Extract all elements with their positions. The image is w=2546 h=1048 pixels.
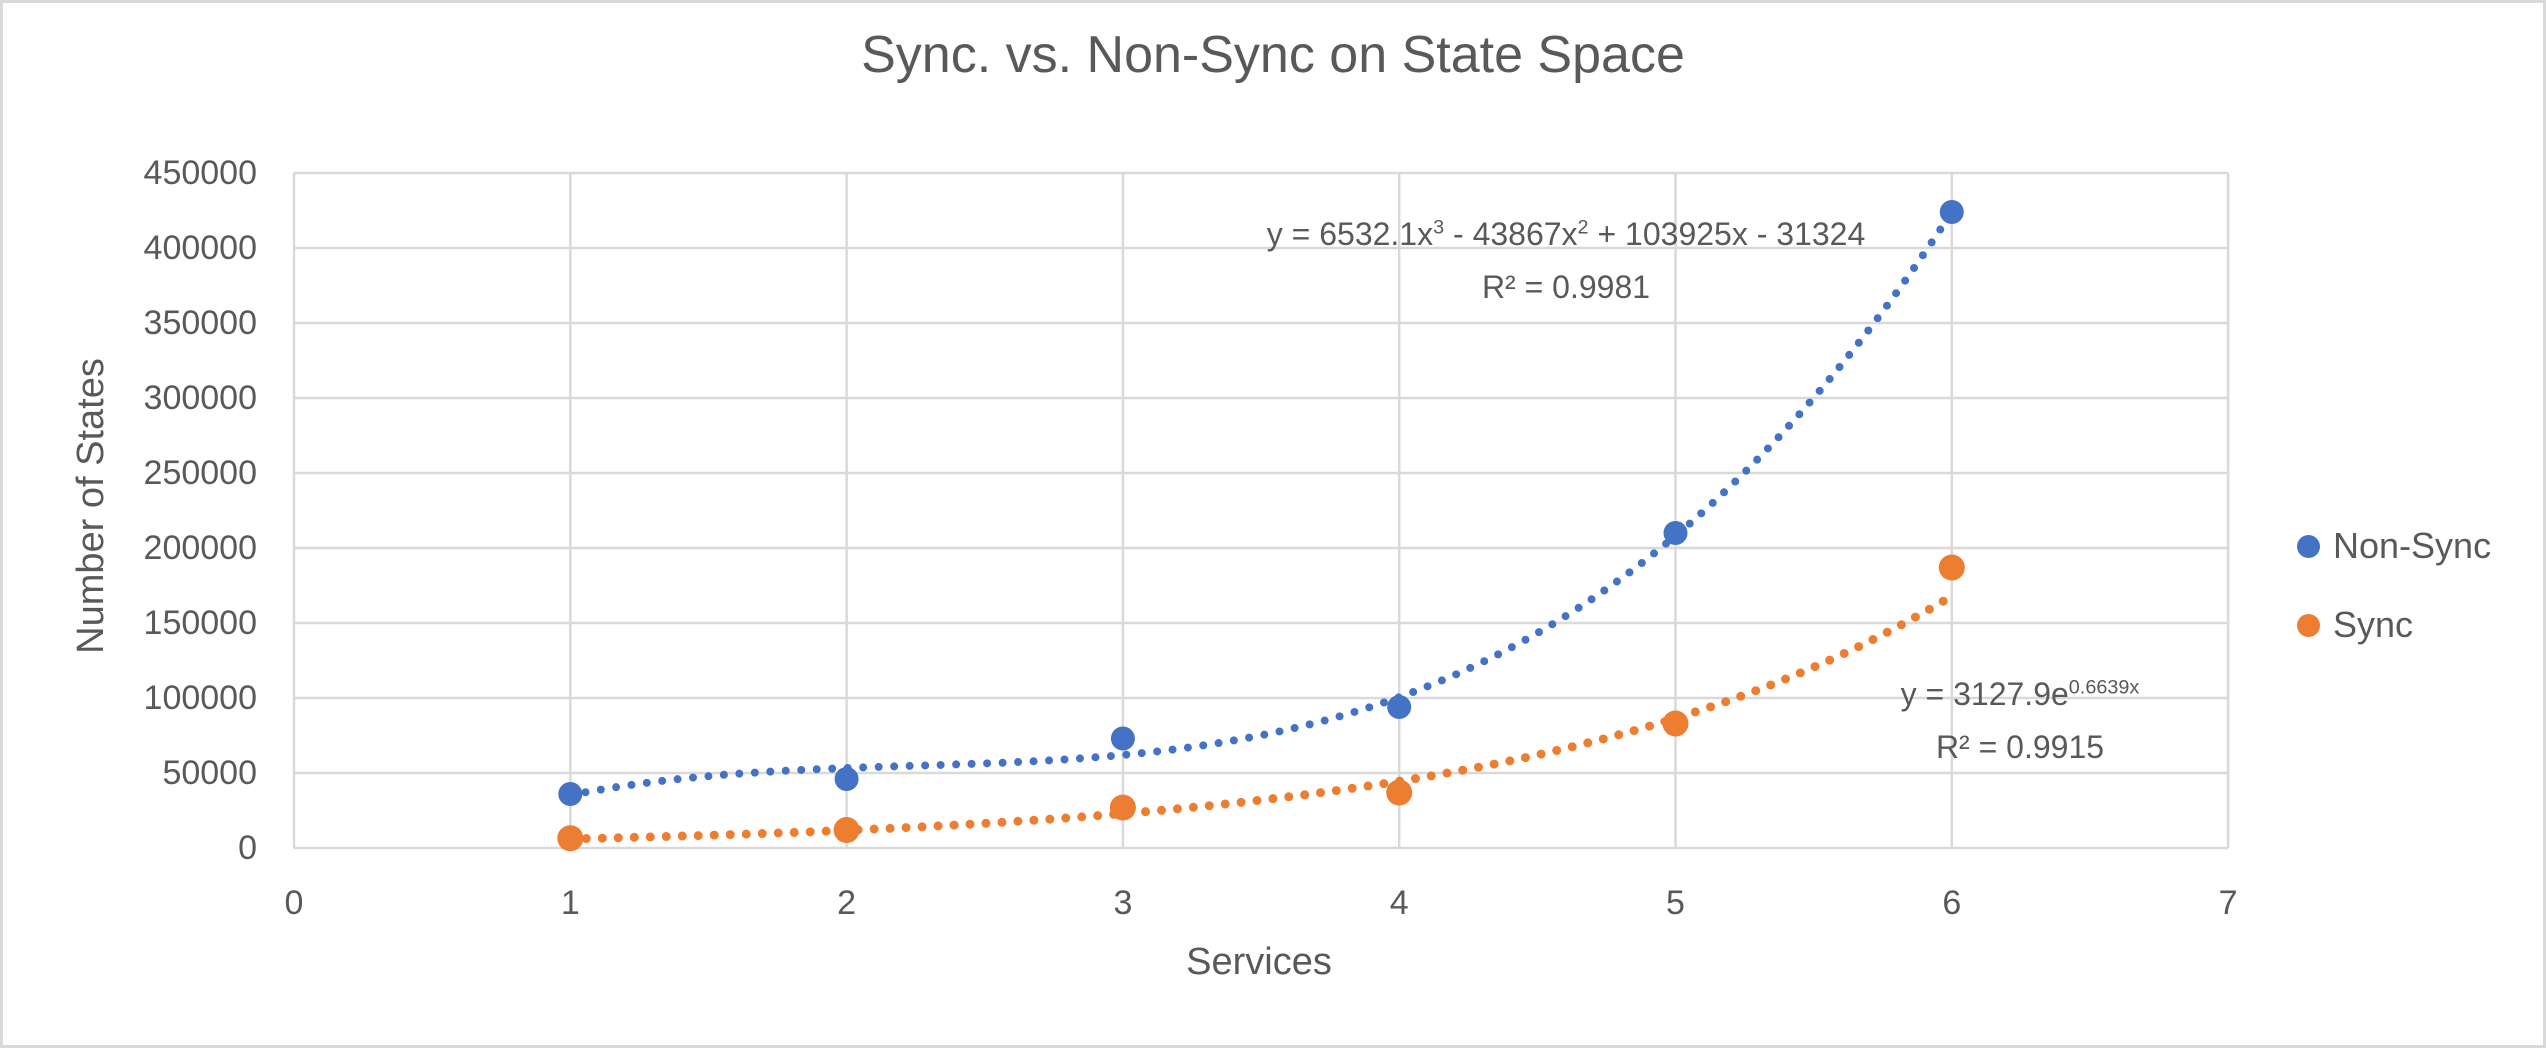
non-sync-point-4[interactable] (1387, 695, 1412, 719)
non-sync-point-5[interactable] (1663, 521, 1688, 545)
y-tick-label: 200000 (144, 529, 257, 567)
x-tick-label: 1 (561, 884, 580, 922)
non-sync-point-2[interactable] (834, 767, 859, 791)
legend-item-nonsync[interactable]: Non-Sync (2297, 525, 2491, 567)
legend: Non-Sync Sync (2297, 525, 2491, 683)
y-tick-label: 150000 (144, 604, 257, 642)
non-sync-series (558, 200, 1964, 806)
x-tick-label: 6 (1942, 884, 1961, 922)
y-tick-label: 400000 (144, 229, 257, 267)
sync-trendline-equation: y = 3127.9e0.6639x R² = 0.9915 (1770, 668, 2270, 774)
x-tick-label: 0 (285, 884, 304, 922)
y-tick-label: 50000 (162, 754, 257, 792)
y-tick-label: 0 (238, 829, 257, 867)
nonsync-marker-icon (2297, 534, 2320, 558)
sync-trendline[interactable] (565, 591, 1957, 844)
y-tick-label: 450000 (144, 154, 257, 192)
plot-area[interactable]: 0 50000 100000 150000 200000 250000 300000 3500… (3, 3, 2546, 1048)
non-sync-trendline[interactable] (566, 208, 1956, 800)
sync-point-2[interactable] (833, 817, 860, 843)
axis-tick-labels: 0 50000 100000 150000 200000 250000 300000 3500… (144, 154, 2238, 922)
y-tick-label: 250000 (144, 454, 257, 492)
sync-equation-text: y = 3127.9e0.6639x (1900, 676, 2140, 712)
sync-r-squared: R² = 0.9915 (1935, 729, 2105, 765)
sync-point-1[interactable] (557, 825, 584, 852)
chart-title: Sync. vs. Non-Sync on State Space (861, 26, 1685, 84)
sync-point-5[interactable] (1662, 710, 1689, 737)
legend-label-sync: Sync (2333, 604, 2414, 645)
x-tick-label: 4 (1390, 884, 1409, 922)
y-tick-label: 100000 (144, 679, 257, 717)
y-tick-label: 350000 (144, 304, 257, 342)
x-tick-label: 3 (1113, 884, 1132, 922)
x-tick-label: 2 (837, 884, 856, 922)
non-sync-point-1[interactable] (558, 782, 583, 806)
sync-point-6[interactable] (1938, 554, 1965, 581)
nonsync-r-squared: R² = 0.9981 (1481, 269, 1651, 305)
legend-item-sync[interactable]: Sync (2297, 604, 2491, 646)
sync-point-4[interactable] (1386, 779, 1413, 806)
sync-marker-icon (2297, 613, 2320, 637)
legend-label-nonsync: Non-Sync (2333, 525, 2492, 566)
x-tick-label: 7 (2219, 884, 2238, 922)
y-tick-label: 300000 (144, 379, 257, 417)
x-tick-label: 5 (1666, 884, 1685, 922)
nonsync-equation-text: y = 6532.1x3 - 43867x2 + 103925x - 31324 (1266, 216, 1866, 252)
x-axis-title: Services (1186, 941, 1332, 983)
sync-series (557, 554, 1965, 852)
non-sync-point-6[interactable] (1939, 200, 1964, 224)
sync-point-3[interactable] (1109, 794, 1136, 821)
non-sync-point-3[interactable] (1110, 726, 1135, 751)
y-axis-title: Number of States (69, 358, 112, 654)
nonsync-trendline-equation: y = 6532.1x3 - 43867x2 + 103925x - 31324… (1166, 208, 1966, 314)
